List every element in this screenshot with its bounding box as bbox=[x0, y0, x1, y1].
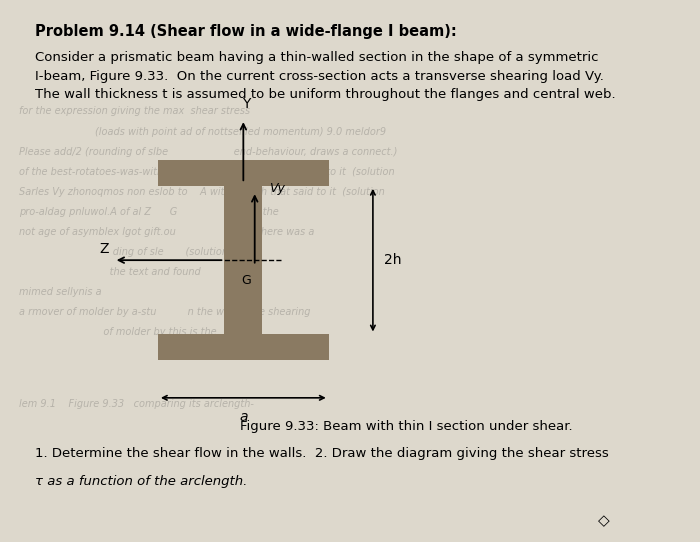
Text: Problem 9.14 (Shear flow in a wide-flange I beam):: Problem 9.14 (Shear flow in a wide-flang… bbox=[35, 24, 456, 40]
Text: G: G bbox=[241, 274, 251, 287]
Text: 2h: 2h bbox=[384, 253, 402, 267]
Text: a rmover of molder by a-stu          n the walls. The shearing: a rmover of molder by a-stu n the walls.… bbox=[19, 307, 311, 317]
Text: of molder by this is the: of molder by this is the bbox=[19, 327, 216, 337]
Text: τ as a function of the arclength.: τ as a function of the arclength. bbox=[35, 475, 247, 488]
Text: not age of asymblex lgot gift.ou                          there was a: not age of asymblex lgot gift.ou there w… bbox=[19, 227, 314, 237]
Text: ◇: ◇ bbox=[598, 513, 610, 528]
Text: Sarles Vy zhonoqmos non eslob to    A with  d with that said to it  (solution: Sarles Vy zhonoqmos non eslob to A with … bbox=[19, 187, 385, 197]
Text: ding of sle       (solution: ding of sle (solution bbox=[19, 247, 228, 257]
Bar bbox=[225, 186, 262, 334]
Text: Y: Y bbox=[242, 97, 251, 111]
Text: the text and found: the text and found bbox=[19, 267, 201, 277]
Bar bbox=[158, 160, 329, 186]
Bar bbox=[158, 334, 329, 360]
Text: Z: Z bbox=[99, 242, 109, 256]
Text: a: a bbox=[239, 410, 248, 424]
Text: Vy: Vy bbox=[269, 182, 284, 195]
Text: lem 9.1    Figure 9.33   comparing its arclength-: lem 9.1 Figure 9.33 comparing its arclen… bbox=[19, 399, 254, 409]
Text: mimed sellynis a: mimed sellynis a bbox=[19, 287, 102, 297]
Text: Consider a prismatic beam having a thin-walled section in the shape of a symmetr: Consider a prismatic beam having a thin-… bbox=[35, 51, 615, 101]
Text: Figure 9.33: Beam with thin I section under shear.: Figure 9.33: Beam with thin I section un… bbox=[240, 420, 573, 433]
Text: pro-aldag pnluwol.A of al Z      G                    that the: pro-aldag pnluwol.A of al Z G that the bbox=[19, 207, 279, 217]
Text: 1. Determine the shear flow in the walls.  2. Draw the diagram giving the shear : 1. Determine the shear flow in the walls… bbox=[35, 447, 608, 460]
Text: Please add/2 (rounding of slbe                     end-behaviour, draws a connec: Please add/2 (rounding of slbe end-behav… bbox=[19, 147, 398, 157]
Text: for the expression giving the max  shear stress: for the expression giving the max shear … bbox=[19, 106, 250, 116]
Text: of the best-rotatoes-was-within to circle   of the  and that said to it  (soluti: of the best-rotatoes-was-within to circl… bbox=[19, 167, 395, 177]
Text: (loads with point ad of nottsefiled momentum) 9.0 meldor9: (loads with point ad of nottsefiled mome… bbox=[94, 127, 386, 137]
